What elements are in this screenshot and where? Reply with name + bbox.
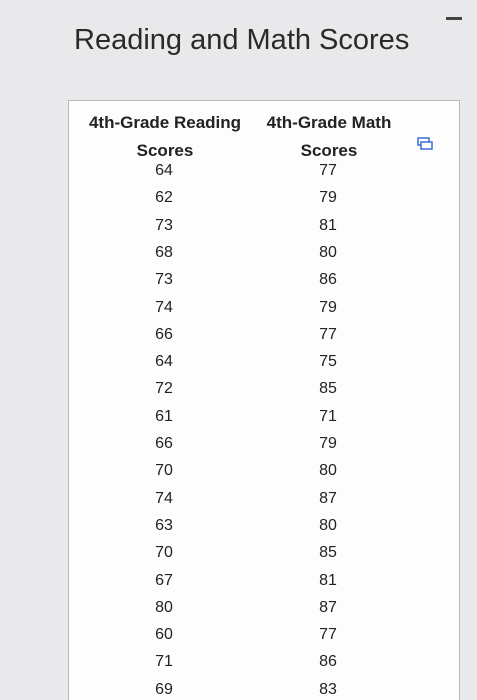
table-cell: 74 — [155, 489, 173, 507]
table-cell: 74 — [155, 298, 173, 316]
table-cell: 71 — [155, 653, 173, 671]
table-cell: 60 — [155, 626, 173, 644]
column-header: 4th-Grade Reading Scores — [88, 113, 242, 160]
table-cell: 73 — [155, 271, 173, 289]
table-cell: 83 — [319, 680, 337, 698]
table-cell: 85 — [319, 380, 337, 398]
table-cell: 79 — [319, 298, 337, 316]
column-header: 4th-Grade Math Scores — [266, 113, 392, 160]
table-cell: 66 — [155, 325, 173, 343]
table-cell: 69 — [155, 680, 173, 698]
table-cell: 75 — [319, 353, 337, 371]
table-cell: 71 — [319, 407, 337, 425]
table-cell: 62 — [155, 189, 173, 207]
table-cell: 80 — [319, 516, 337, 534]
table-cell: 87 — [319, 489, 337, 507]
table-cell: 77 — [319, 162, 337, 179]
table-cell: 79 — [319, 435, 337, 452]
page-title: Reading and Math Scores — [74, 24, 410, 56]
table-cell: 64 — [155, 353, 173, 371]
table-cell: 86 — [319, 653, 337, 671]
table-cell: 81 — [319, 216, 337, 234]
table-cell: 80 — [319, 243, 337, 261]
table-cell: 87 — [319, 598, 337, 616]
table-cell: 67 — [155, 571, 173, 589]
table-cell: 70 — [155, 544, 173, 562]
table-cell: 81 — [319, 571, 337, 589]
table-cell: 80 — [155, 598, 173, 616]
table-cell: 66 — [155, 435, 173, 452]
table-cell: 70 — [155, 462, 173, 480]
table-cell: 73 — [155, 216, 173, 234]
table-cell: 85 — [319, 544, 337, 562]
minimize-mark[interactable] — [446, 17, 462, 20]
table-cell: 72 — [155, 380, 173, 398]
table-cell: 80 — [319, 462, 337, 480]
table-cell: 61 — [155, 407, 173, 425]
table-cell: 77 — [319, 325, 337, 343]
table-cell: 79 — [319, 189, 337, 207]
table-cell: 86 — [319, 271, 337, 289]
table-cell: 77 — [319, 626, 337, 644]
data-table: 4th-Grade Reading Scores 4th-Grade Math … — [68, 100, 460, 700]
table-cell: 63 — [155, 516, 173, 534]
copy-icon[interactable] — [417, 137, 433, 151]
table-cell: 68 — [155, 243, 173, 261]
table-cell: 64 — [155, 162, 173, 179]
